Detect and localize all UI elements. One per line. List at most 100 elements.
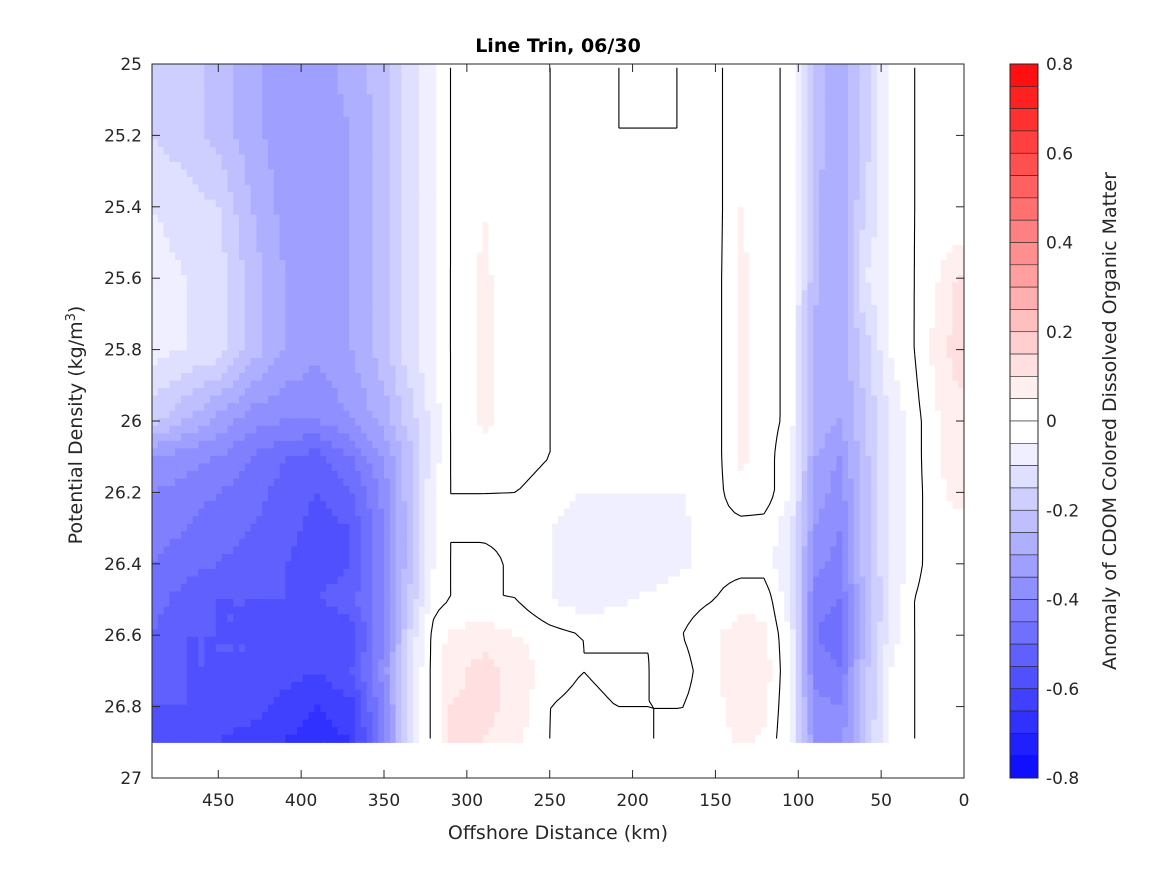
heatmap-cell <box>859 290 866 299</box>
heatmap-cell <box>157 71 165 80</box>
heatmap-cell <box>894 252 901 261</box>
heatmap-cell <box>917 94 924 103</box>
heatmap-cell <box>233 290 240 299</box>
heatmap-cell <box>256 252 263 261</box>
heatmap-cell <box>523 312 530 321</box>
heatmap-cell <box>732 94 739 103</box>
heatmap-cell <box>366 290 373 299</box>
heatmap-cell <box>859 64 866 73</box>
heatmap-cell <box>297 169 304 178</box>
heatmap-cell <box>732 275 739 284</box>
heatmap-cell <box>946 305 953 314</box>
heatmap-cell <box>517 207 524 216</box>
heatmap-cell <box>471 207 478 216</box>
heatmap-cell <box>239 244 246 254</box>
heatmap-cell <box>848 290 855 299</box>
heatmap-cell <box>326 267 333 276</box>
heatmap-cell <box>442 312 449 321</box>
heatmap-cell <box>575 192 582 201</box>
heatmap-cell <box>952 116 959 125</box>
heatmap-cell <box>221 244 228 254</box>
heatmap-cell <box>192 207 199 216</box>
heatmap-cell <box>291 275 298 284</box>
heatmap-cell <box>935 109 942 118</box>
heatmap-cell <box>755 237 762 246</box>
heatmap-cell <box>755 244 762 254</box>
heatmap-cell <box>627 177 634 186</box>
heatmap-cell <box>320 229 327 238</box>
heatmap-cell <box>395 124 402 133</box>
heatmap-cell <box>169 101 176 110</box>
heatmap-cell <box>378 297 385 306</box>
heatmap-cell <box>210 64 217 73</box>
heatmap-cell <box>929 146 936 156</box>
heatmap-cell <box>471 192 478 201</box>
heatmap-cell <box>418 101 426 110</box>
heatmap-cell <box>471 161 478 171</box>
heatmap-cell <box>465 305 472 314</box>
heatmap-cell <box>940 229 948 238</box>
heatmap-cell <box>569 244 576 254</box>
heatmap-cell <box>784 252 791 261</box>
heatmap-cell <box>656 109 663 118</box>
heatmap-cell <box>679 267 687 276</box>
heatmap-cell <box>331 154 339 163</box>
heatmap-cell <box>152 192 159 201</box>
heatmap-cell <box>262 154 269 163</box>
heatmap-cell <box>853 71 861 80</box>
heatmap-cell <box>778 124 785 133</box>
heatmap-cell <box>900 64 907 73</box>
heatmap-cell <box>720 86 727 95</box>
heatmap-cell <box>772 184 779 193</box>
heatmap-cell <box>778 267 785 276</box>
heatmap-cell <box>395 327 402 336</box>
heatmap-cell <box>569 327 576 336</box>
heatmap-cell <box>940 109 948 118</box>
heatmap-cell <box>534 139 542 148</box>
heatmap-cell <box>859 116 866 125</box>
heatmap-cell <box>192 320 199 329</box>
heatmap-cell <box>668 327 675 336</box>
heatmap-cell <box>401 154 408 163</box>
heatmap-cell <box>256 229 263 238</box>
heatmap-cell <box>221 214 228 223</box>
heatmap-cell <box>598 86 605 95</box>
heatmap-cell <box>929 184 936 193</box>
heatmap-cell <box>204 161 211 171</box>
heatmap-cell <box>946 124 953 133</box>
heatmap-cell <box>703 109 710 118</box>
heatmap-cell <box>923 244 930 254</box>
heatmap-cell <box>366 116 373 125</box>
heatmap-cell <box>958 79 964 88</box>
heatmap-cell <box>169 207 176 216</box>
heatmap-cell <box>708 109 716 118</box>
heatmap-cell <box>784 109 791 118</box>
heatmap-cell <box>581 252 588 261</box>
heatmap-cell <box>772 101 779 110</box>
heatmap-cell <box>836 199 843 208</box>
heatmap-cell <box>366 64 373 73</box>
heatmap-cell <box>366 94 373 103</box>
heatmap-cell <box>157 267 165 276</box>
heatmap-cell <box>360 86 368 95</box>
heatmap-cell <box>175 154 182 163</box>
heatmap-cell <box>865 71 872 80</box>
heatmap-cell <box>511 154 518 163</box>
heatmap-cell <box>505 64 513 73</box>
heatmap-cell <box>813 320 820 329</box>
heatmap-cell <box>227 184 234 193</box>
heatmap-cell <box>563 79 571 88</box>
heatmap-cell <box>610 79 617 88</box>
heatmap-cell <box>598 154 605 163</box>
heatmap-cell <box>766 169 774 178</box>
heatmap-cell <box>488 86 495 95</box>
heatmap-cell <box>877 290 884 299</box>
heatmap-cell <box>552 327 559 336</box>
heatmap-cell <box>703 101 710 110</box>
heatmap-cell <box>372 101 379 110</box>
heatmap-cell <box>366 214 373 223</box>
heatmap-cell <box>743 290 750 299</box>
heatmap-cell <box>598 222 605 231</box>
heatmap-cell <box>656 64 663 73</box>
heatmap-cell <box>529 109 536 118</box>
